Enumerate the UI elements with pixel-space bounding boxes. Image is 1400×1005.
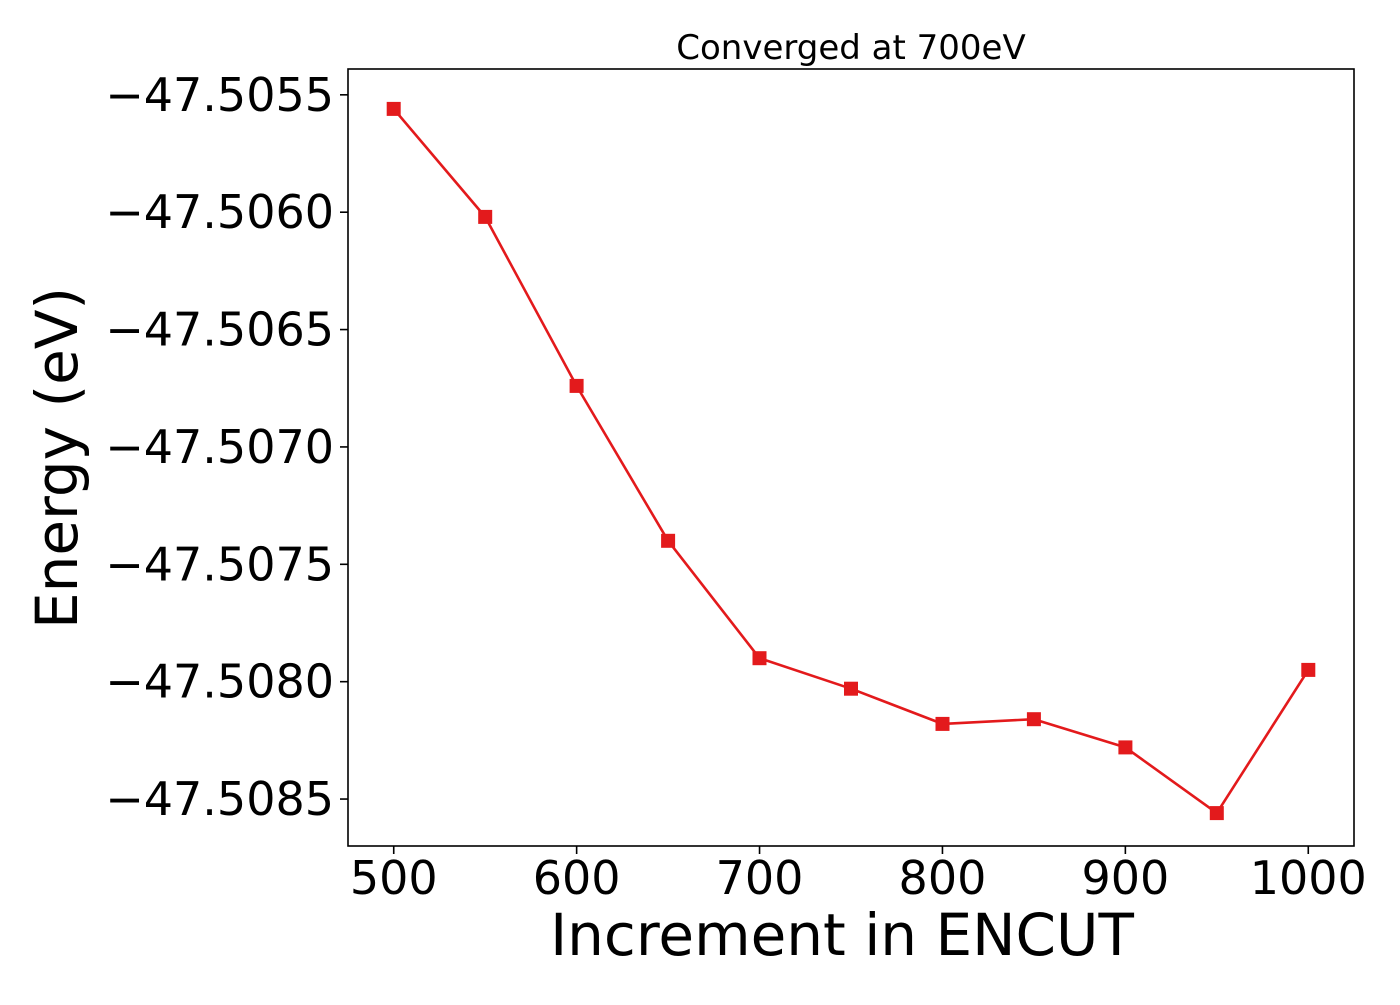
y-tick-label: −47.5055 — [105, 68, 334, 122]
y-tick-label: −47.5075 — [105, 537, 334, 591]
y-tick-label: −47.5060 — [105, 185, 334, 239]
data-point-marker — [478, 209, 493, 224]
x-tick-label: 500 — [350, 851, 438, 905]
y-tick-label: −47.5065 — [105, 303, 334, 357]
data-point-marker — [386, 101, 401, 116]
data-point-marker — [935, 716, 950, 731]
data-point-marker — [844, 681, 858, 696]
x-axis: 500 600 700 800 900 1000 — [350, 846, 1367, 905]
y-tick-label: −47.5070 — [105, 420, 334, 474]
data-point-marker — [1301, 662, 1316, 677]
y-tick-label: −47.5085 — [105, 772, 334, 826]
data-point-marker — [1026, 712, 1041, 727]
x-tick-label: 800 — [899, 851, 987, 905]
data-point-marker — [1118, 740, 1133, 755]
x-tick-label: 700 — [716, 851, 804, 905]
data-point-marker — [569, 378, 584, 393]
y-tick-label: −47.5080 — [105, 655, 334, 709]
plot-area — [347, 68, 1355, 847]
plot-frame — [347, 68, 1355, 847]
data-point-marker — [661, 533, 676, 548]
data-point-marker — [752, 651, 767, 666]
series-line — [392, 108, 1310, 815]
x-tick-label: 900 — [1081, 851, 1169, 905]
chart-title: Converged at 700eV — [676, 28, 1025, 68]
x-tick-label: 600 — [533, 851, 621, 905]
y-axis-title: Energy (eV) — [23, 287, 91, 629]
data-point-marker — [1209, 806, 1224, 821]
y-axis: −47.5055 −47.5060 −47.5065 −47.5070 −47.5075… — [105, 68, 348, 826]
x-tick-label: 1000 — [1250, 851, 1367, 905]
x-axis-title: Increment in ENCUT — [550, 901, 1134, 969]
